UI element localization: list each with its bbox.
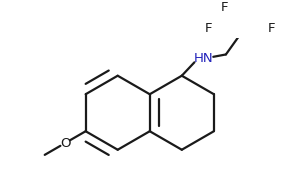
Text: F: F — [221, 1, 228, 14]
Text: F: F — [205, 22, 212, 35]
Text: HN: HN — [194, 52, 214, 65]
Text: F: F — [268, 22, 275, 35]
Text: O: O — [60, 137, 71, 149]
